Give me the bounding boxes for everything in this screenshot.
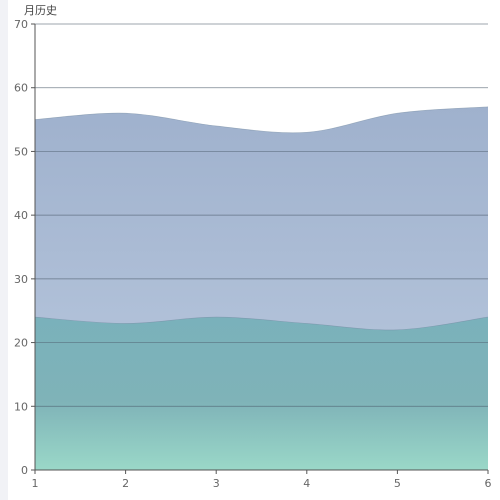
area-series xyxy=(34,106,489,470)
y-tick-label: 0 xyxy=(21,464,28,477)
grid-lines xyxy=(35,23,488,407)
x-tick-label: 1 xyxy=(32,477,39,490)
y-axis-title: 月历史 xyxy=(24,4,57,17)
y-tick-label: 60 xyxy=(14,82,28,95)
x-tick-label: 4 xyxy=(303,477,310,490)
y-tick-label: 40 xyxy=(14,209,28,222)
y-tick-label: 70 xyxy=(14,18,28,31)
axes: 0 10 20 30 40 50 60 70 1 2 3 4 5 6 xyxy=(14,18,492,490)
y-tick-label: 50 xyxy=(14,145,28,158)
x-tick-label: 2 xyxy=(122,477,129,490)
x-tick-label: 5 xyxy=(394,477,401,490)
x-tick-label: 3 xyxy=(213,477,220,490)
x-tick-label: 6 xyxy=(485,477,492,490)
y-tick-label: 30 xyxy=(14,273,28,286)
series-1-line xyxy=(34,106,489,134)
y-tick-label: 10 xyxy=(14,400,28,413)
left-edge-strip xyxy=(0,0,8,500)
series-2-line xyxy=(34,316,489,331)
series-2-area xyxy=(35,317,488,470)
y-tick-label: 20 xyxy=(14,337,28,350)
